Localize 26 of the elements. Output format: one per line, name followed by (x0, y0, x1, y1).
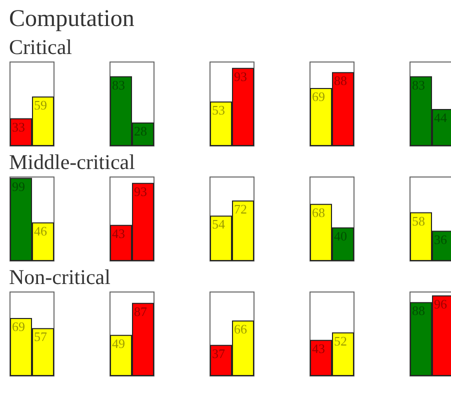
data-label: 53 (212, 102, 225, 118)
data-label: 43 (112, 226, 125, 241)
data-label: 54 (212, 216, 226, 232)
data-label: 46 (34, 223, 48, 238)
data-label: 66 (234, 322, 248, 337)
chart-subtitle: Critical (9, 34, 73, 61)
data-label: 68 (312, 204, 325, 220)
data-label: 57 (34, 329, 48, 344)
data-label: 72 (234, 202, 247, 217)
data-label: 43 (312, 340, 325, 356)
data-label: 69 (312, 89, 325, 104)
data-label: 33 (12, 119, 25, 134)
data-label: 96 (434, 296, 448, 312)
chart-title: Middle-critical (9, 149, 136, 176)
data-label: 58 (412, 213, 425, 228)
chart-title: Non-critical (9, 264, 112, 291)
data-label: 69 (12, 319, 25, 334)
data-label: 52 (334, 333, 347, 348)
data-label: 49 (112, 336, 125, 351)
data-label: 88 (334, 73, 347, 88)
data-label: 93 (134, 184, 147, 199)
data-label: 87 (134, 304, 148, 319)
data-label: 59 (34, 97, 47, 112)
data-label: 37 (212, 346, 226, 361)
data-label: 93 (234, 68, 247, 84)
chart-title: Computation (9, 5, 136, 34)
